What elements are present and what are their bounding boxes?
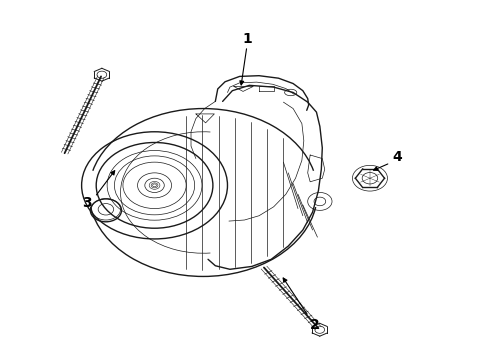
Text: 2: 2 <box>309 318 319 332</box>
Text: 1: 1 <box>242 32 251 46</box>
Text: 3: 3 <box>81 196 91 210</box>
Text: 4: 4 <box>392 150 402 164</box>
